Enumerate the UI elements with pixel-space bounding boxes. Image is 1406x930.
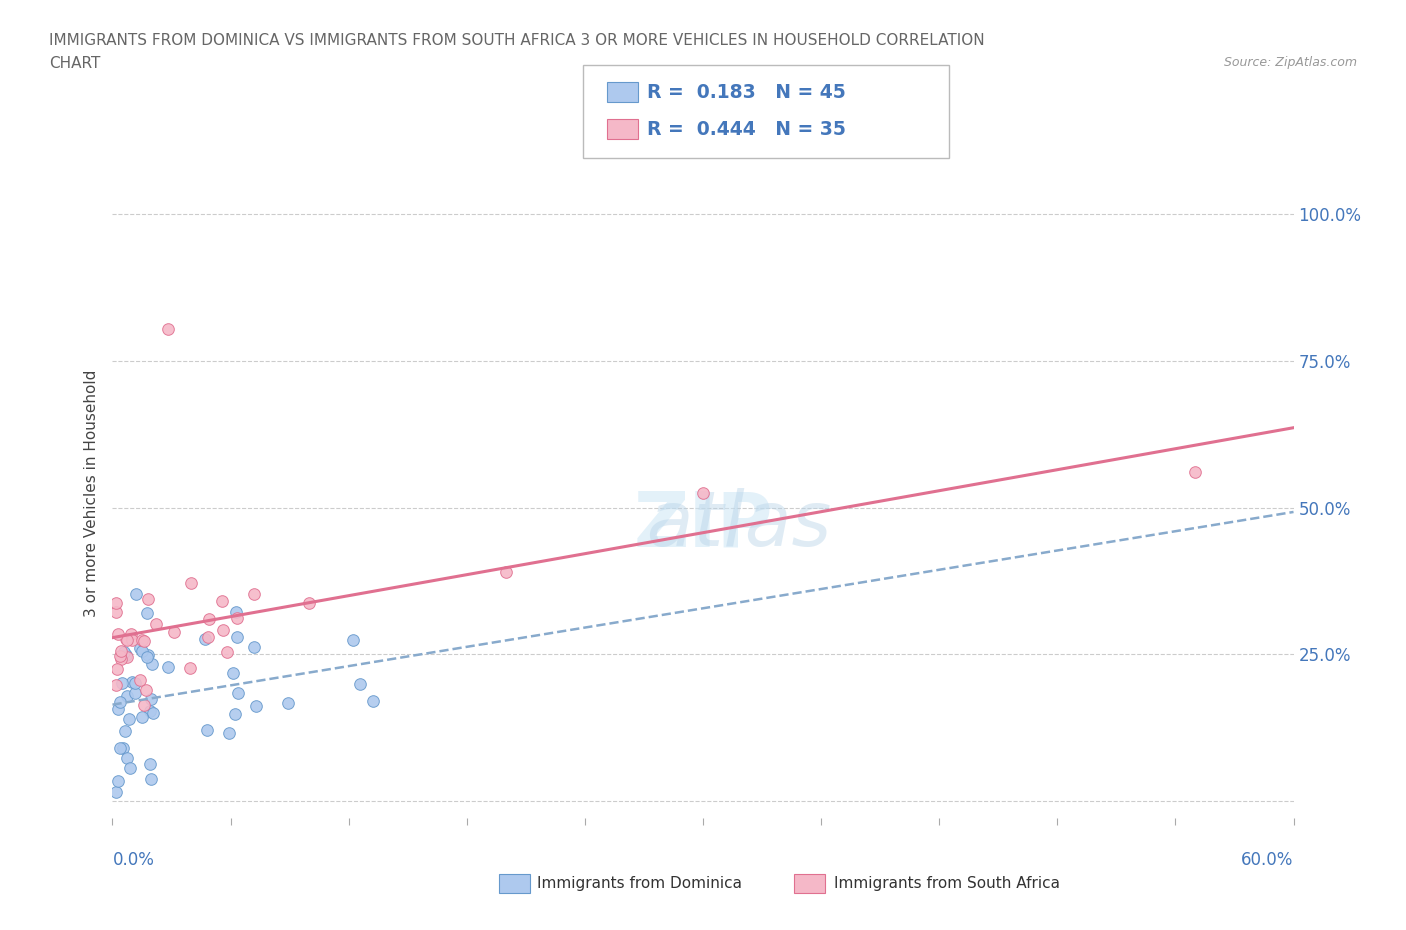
- Point: [1184, 465, 1206, 480]
- Point: [121, 675, 143, 690]
- Point: [157, 660, 180, 675]
- Point: [115, 751, 138, 765]
- Point: [124, 676, 146, 691]
- Point: [198, 611, 221, 626]
- Text: ZIP: ZIP: [633, 488, 773, 563]
- Text: CHART: CHART: [49, 56, 101, 71]
- Point: [131, 632, 153, 647]
- Point: [139, 703, 162, 718]
- Point: [245, 698, 267, 713]
- Text: 60.0%: 60.0%: [1241, 851, 1294, 869]
- Point: [134, 698, 156, 713]
- Point: [221, 666, 243, 681]
- Point: [112, 644, 135, 659]
- Point: [692, 485, 714, 500]
- Point: [107, 774, 129, 789]
- Point: [129, 672, 152, 687]
- Point: [195, 723, 218, 737]
- Point: [179, 660, 201, 675]
- Point: [131, 710, 153, 724]
- Point: [110, 644, 132, 658]
- Y-axis label: 3 or more Vehicles in Household: 3 or more Vehicles in Household: [84, 369, 100, 617]
- Text: Immigrants from South Africa: Immigrants from South Africa: [834, 876, 1060, 891]
- Point: [139, 756, 162, 771]
- Text: R =  0.183   N = 45: R = 0.183 N = 45: [647, 83, 845, 101]
- Text: Immigrants from Dominica: Immigrants from Dominica: [537, 876, 742, 891]
- Point: [114, 647, 136, 662]
- Point: [218, 725, 240, 740]
- Point: [105, 662, 128, 677]
- Point: [105, 595, 128, 610]
- Point: [197, 630, 219, 644]
- Point: [215, 644, 238, 659]
- Text: IMMIGRANTS FROM DOMINICA VS IMMIGRANTS FROM SOUTH AFRICA 3 OR MORE VEHICLES IN H: IMMIGRANTS FROM DOMINICA VS IMMIGRANTS F…: [49, 33, 984, 47]
- Point: [110, 648, 132, 663]
- Point: [138, 592, 160, 607]
- Point: [111, 741, 134, 756]
- Point: [125, 587, 148, 602]
- Point: [136, 648, 159, 663]
- Text: 0.0%: 0.0%: [112, 851, 155, 869]
- Point: [225, 610, 247, 625]
- Point: [117, 688, 139, 703]
- Text: Source: ZipAtlas.com: Source: ZipAtlas.com: [1223, 56, 1357, 69]
- Point: [124, 686, 146, 701]
- Point: [135, 649, 157, 664]
- Point: [142, 705, 165, 720]
- Point: [243, 587, 266, 602]
- Point: [114, 631, 136, 646]
- Point: [118, 761, 141, 776]
- Point: [211, 594, 233, 609]
- Point: [115, 649, 138, 664]
- Point: [349, 677, 371, 692]
- Point: [226, 685, 249, 700]
- Point: [361, 694, 384, 709]
- Point: [180, 576, 202, 591]
- Point: [121, 632, 143, 647]
- Point: [132, 633, 155, 648]
- Point: [120, 626, 142, 641]
- Point: [225, 604, 247, 619]
- Point: [298, 596, 321, 611]
- Point: [225, 630, 247, 644]
- Point: [105, 678, 128, 693]
- Point: [495, 565, 517, 579]
- Point: [211, 623, 233, 638]
- Point: [145, 617, 167, 631]
- Point: [110, 652, 132, 667]
- Point: [114, 724, 136, 738]
- Point: [105, 604, 128, 619]
- Point: [105, 784, 128, 799]
- Point: [135, 605, 157, 620]
- Point: [342, 632, 364, 647]
- Point: [131, 644, 153, 658]
- Point: [129, 641, 152, 656]
- Point: [156, 321, 179, 336]
- Point: [242, 640, 264, 655]
- Point: [194, 631, 217, 646]
- Point: [111, 675, 134, 690]
- Point: [224, 707, 246, 722]
- Point: [118, 711, 141, 726]
- Point: [135, 683, 157, 698]
- Point: [163, 625, 186, 640]
- Point: [108, 741, 131, 756]
- Point: [139, 771, 162, 786]
- Point: [141, 657, 163, 671]
- Text: atlas: atlas: [575, 488, 831, 563]
- Point: [107, 702, 129, 717]
- Point: [108, 695, 131, 710]
- Point: [277, 696, 299, 711]
- Point: [139, 691, 162, 706]
- Point: [107, 627, 129, 642]
- Text: R =  0.444   N = 35: R = 0.444 N = 35: [647, 120, 845, 139]
- Point: [115, 633, 138, 648]
